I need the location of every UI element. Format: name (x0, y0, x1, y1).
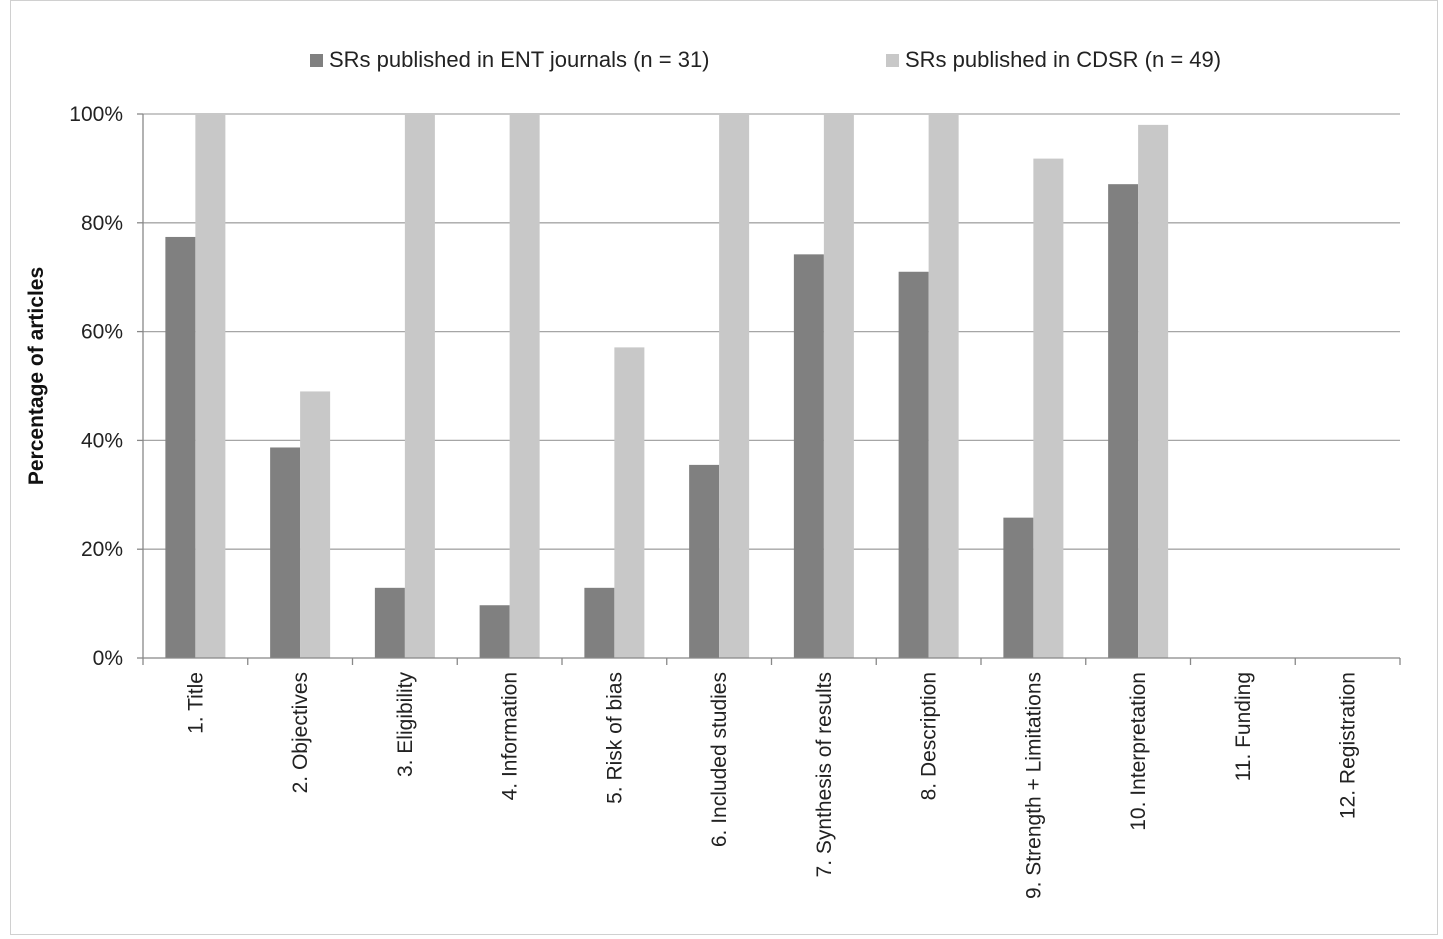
bar-cdsr-6 (719, 114, 750, 658)
x-tick-label-1: 1. Title (184, 672, 207, 734)
bar-ent-10 (1108, 184, 1139, 658)
bar-cdsr-8 (928, 114, 959, 658)
legend-swatch-cdsr (886, 53, 899, 67)
bar-ent-5 (584, 587, 615, 658)
bar-cdsr-7 (823, 114, 854, 658)
x-tick-label-7: 7. Synthesis of results (813, 672, 836, 877)
bar-ent-2 (270, 447, 301, 658)
legend-item-ent: SRs published in ENT journals (n = 31) (310, 47, 710, 73)
x-tick-label-4: 4. Information (499, 672, 522, 800)
bar-cdsr-1 (195, 114, 226, 658)
y-tick-label-0: 0% (93, 647, 123, 670)
bar-cdsr-3 (404, 114, 435, 658)
x-tick-label-2: 2. Objectives (289, 672, 312, 793)
legend-label-ent: SRs published in ENT journals (n = 31) (329, 47, 710, 72)
bar-ent-8 (898, 271, 929, 658)
x-tick-label-6: 6. Included studies (708, 672, 731, 847)
x-tick-label-8: 8. Description (918, 672, 941, 800)
x-tick-label-3: 3. Eligibility (394, 672, 417, 778)
bar-ent-1 (165, 236, 196, 658)
bar-ent-7 (793, 254, 824, 659)
legend-swatch-ent (310, 53, 323, 67)
x-tick-label-11: 11. Funding (1232, 672, 1255, 781)
y-tick-label-60: 60% (81, 321, 123, 344)
bar-cdsr-2 (300, 391, 331, 658)
bar-ent-9 (1003, 517, 1034, 658)
y-tick-label-20: 20% (81, 538, 123, 561)
bar-ent-4 (479, 605, 510, 658)
bar-cdsr-5 (614, 347, 645, 658)
bar-ent-3 (374, 587, 405, 658)
bar-ent-6 (689, 464, 720, 658)
bar-cdsr-10 (1138, 124, 1169, 658)
bar-cdsr-9 (1033, 158, 1064, 658)
legend-label-cdsr: SRs published in CDSR (n = 49) (905, 47, 1222, 72)
x-tick-label-10: 10. Interpretation (1127, 672, 1150, 831)
x-tick-label-12: 12. Registration (1337, 672, 1360, 819)
y-tick-label-40: 40% (81, 429, 123, 452)
bar-cdsr-4 (509, 114, 540, 658)
legend-item-cdsr: SRs published in CDSR (n = 49) (886, 47, 1221, 73)
y-tick-label-100: 100% (69, 103, 123, 126)
y-tick-label-80: 80% (81, 212, 123, 235)
x-tick-label-5: 5. Risk of bias (603, 672, 626, 804)
x-tick-label-9: 9. Strength + Limitations (1022, 672, 1045, 899)
